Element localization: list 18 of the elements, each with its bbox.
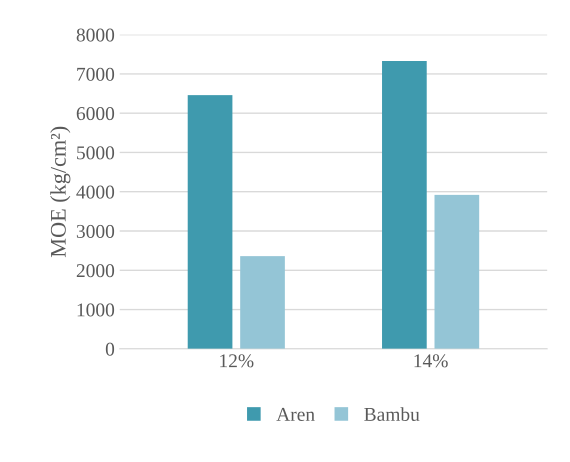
y-axis-title: MOE (kg/cm²) (50, 126, 70, 258)
y-tick-label: 5000 (77, 146, 114, 160)
bar (382, 60, 427, 349)
bar (434, 194, 480, 349)
y-tick-label: 2000 (76, 264, 114, 278)
y-tick-label: 6000 (76, 107, 114, 120)
y-tick-label: 8000 (76, 28, 114, 42)
x-tick-label: 12% (220, 354, 254, 368)
x-tick-label: 14% (414, 354, 448, 368)
bar (188, 95, 232, 349)
y-tick-label: 3000 (76, 224, 114, 238)
y-tick-label: 4000 (76, 186, 114, 199)
legend-label: Aren (276, 408, 315, 421)
y-tick-label: 0 (106, 342, 114, 356)
y-tick-label: 7000 (77, 68, 114, 81)
bar (240, 256, 285, 349)
legend-label: Bambu (364, 407, 420, 421)
y-tick-label: 1000 (78, 303, 114, 316)
